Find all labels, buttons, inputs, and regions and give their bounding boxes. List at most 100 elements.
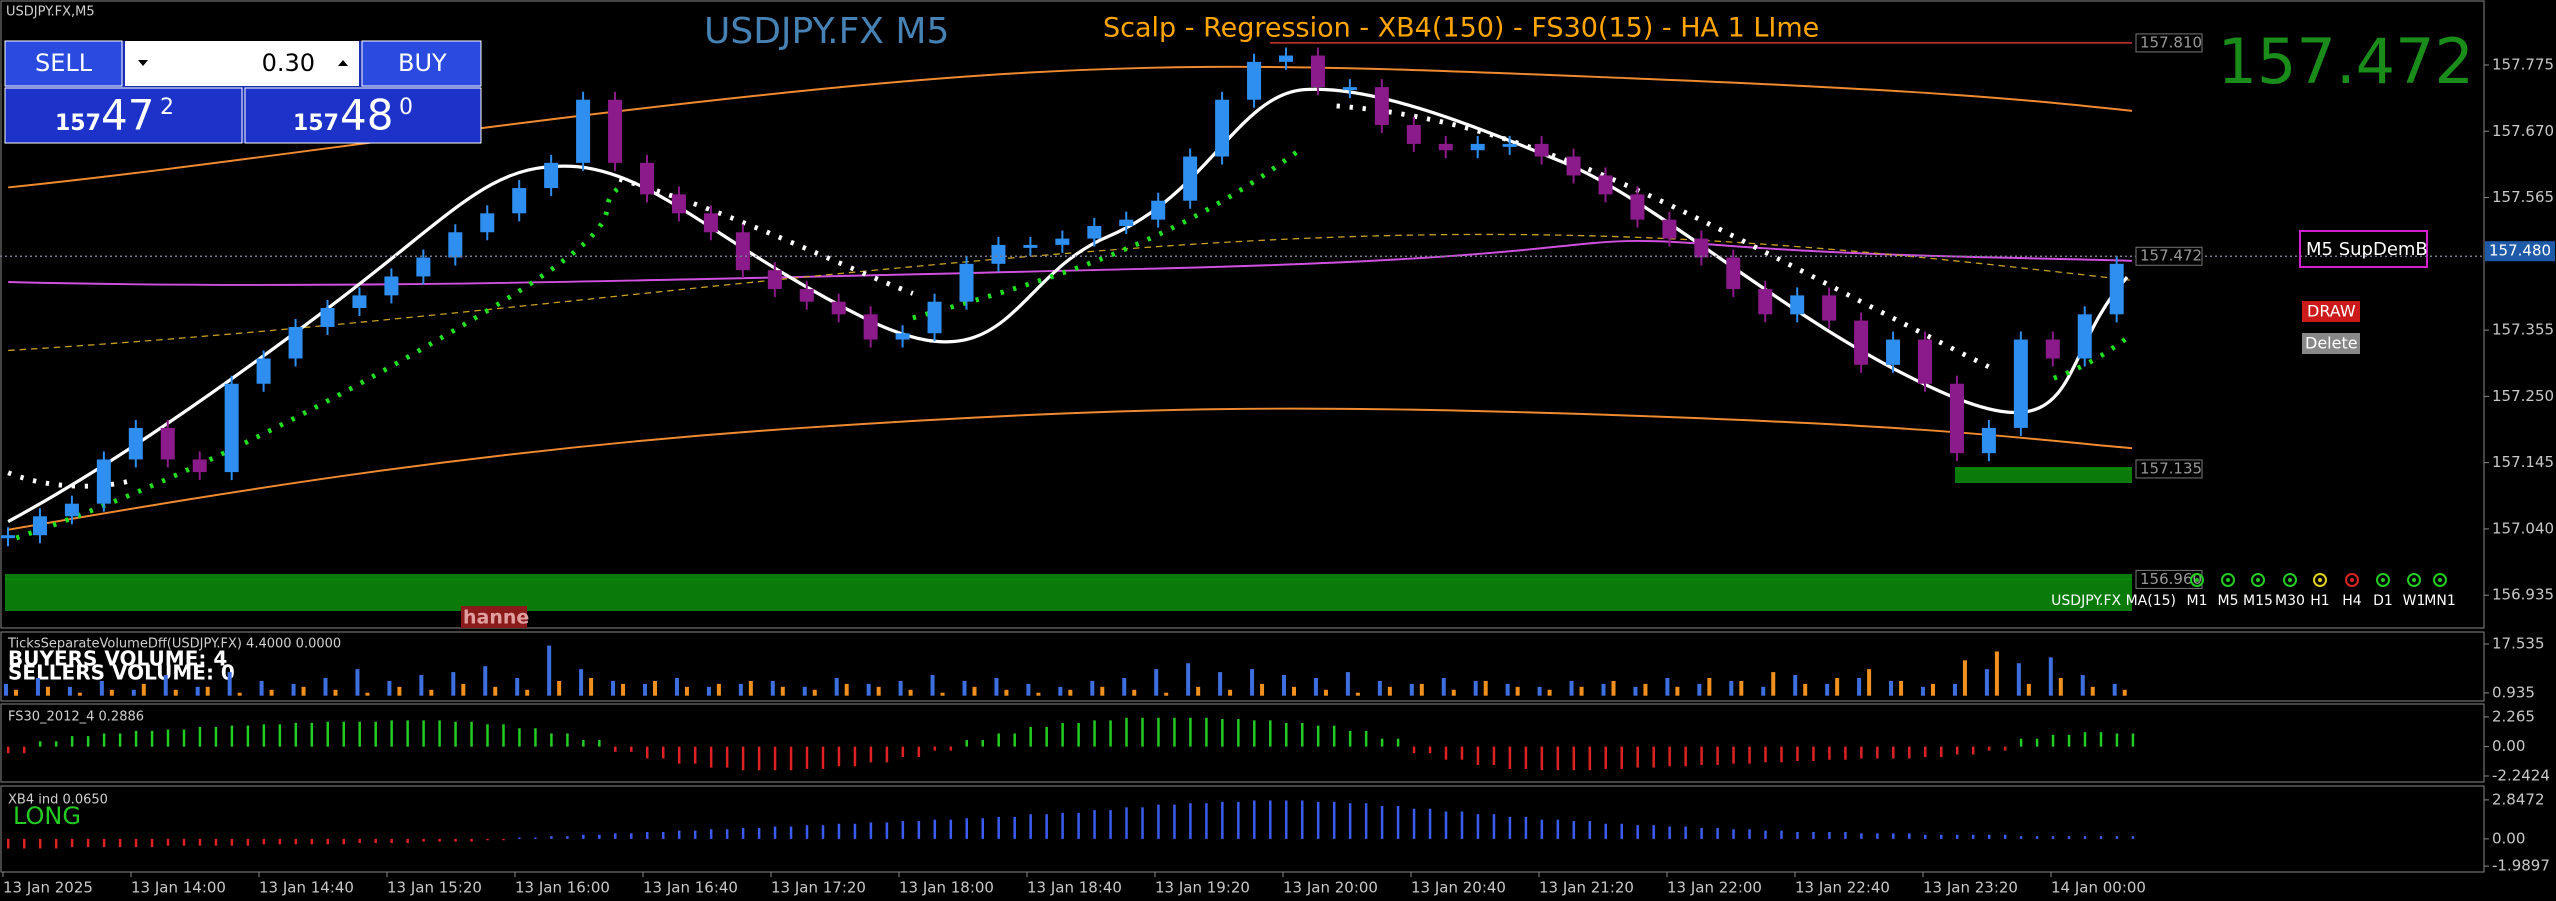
- supdem-box[interactable]: [2299, 230, 2428, 268]
- histogram-bar: [38, 838, 42, 849]
- volume-bar: [1633, 686, 1638, 696]
- timeframe-button[interactable]: [2433, 573, 2447, 587]
- histogram-bar: [2019, 836, 2023, 839]
- timeframe-label[interactable]: D1: [2373, 593, 2393, 609]
- candle-body: [96, 459, 111, 504]
- histogram-bar: [54, 838, 58, 849]
- candle-body: [1406, 124, 1421, 144]
- timeframe-button[interactable]: [2221, 573, 2235, 587]
- candle-body: [256, 358, 271, 384]
- volume-bar: [515, 678, 520, 696]
- volume-bar: [35, 678, 40, 696]
- volume-bar: [866, 683, 871, 696]
- candle-body: [863, 314, 878, 340]
- volume-bar: [844, 683, 849, 696]
- histogram-bar: [550, 733, 553, 747]
- main-panel: [0, 0, 2485, 629]
- volume-bar: [195, 686, 200, 696]
- histogram-bar: [646, 746, 649, 759]
- histogram-bar: [246, 725, 250, 747]
- buyers-volume: BUYERS VOLUME: 4: [8, 647, 227, 671]
- x-tick-label: 13 Jan 22:40: [1795, 879, 1890, 897]
- candle-body: [959, 263, 974, 302]
- histogram-bar: [1253, 720, 1256, 747]
- histogram-bar: [1428, 808, 1432, 839]
- timeframe-label[interactable]: MN1: [2424, 593, 2455, 609]
- candle-body: [1854, 320, 1869, 365]
- volume-bar: [1547, 689, 1552, 696]
- y-tick-label: 157.250: [2492, 387, 2554, 405]
- volume-bar: [173, 689, 178, 696]
- histogram-bar: [1636, 825, 1639, 839]
- timeframe-button[interactable]: [2345, 573, 2359, 587]
- histogram-bar: [709, 829, 713, 839]
- timeframe-label[interactable]: M15: [2243, 593, 2273, 609]
- volume-bar: [483, 666, 488, 696]
- volume-bar: [684, 686, 689, 696]
- x-tick-label: 13 Jan 16:40: [643, 879, 738, 897]
- histogram-bar: [1860, 833, 1863, 839]
- histogram-bar: [1157, 717, 1160, 747]
- histogram-bar: [70, 838, 74, 848]
- volume-bar: [355, 669, 360, 696]
- volume-bar: [674, 678, 679, 696]
- x-tick-label: 13 Jan 16:00: [515, 879, 610, 897]
- histogram-bar: [1093, 720, 1096, 747]
- histogram-bar: [1716, 827, 1719, 839]
- volume-bar: [4, 683, 8, 696]
- timeframe-button[interactable]: [2283, 573, 2297, 587]
- histogram-bar: [246, 838, 250, 846]
- timeframe-label[interactable]: H1: [2310, 593, 2329, 609]
- histogram-bar: [1940, 834, 1943, 839]
- histogram-bar: [1764, 746, 1767, 763]
- sell-button[interactable]: [4, 40, 123, 87]
- timeframe-button[interactable]: [2190, 573, 2204, 587]
- buy-price-box[interactable]: [244, 87, 482, 144]
- timeframe-label[interactable]: M30: [2275, 593, 2305, 609]
- timeframe-button[interactable]: [2407, 573, 2421, 587]
- candle-body: [1630, 194, 1645, 220]
- timeframe-button[interactable]: [2376, 573, 2390, 587]
- y-tick-label: 2.265: [2492, 707, 2535, 725]
- lot-field[interactable]: [125, 41, 359, 86]
- histogram-bar: [598, 740, 601, 747]
- y-tick-label: 2.8472: [2492, 790, 2545, 808]
- draw-button[interactable]: [2302, 301, 2360, 322]
- timeframe-button[interactable]: [2251, 573, 2265, 587]
- volume-bar: [1537, 686, 1542, 696]
- histogram-bar: [1700, 827, 1703, 839]
- x-tick-label: 13 Jan 20:40: [1411, 879, 1506, 897]
- delete-button[interactable]: [2302, 333, 2360, 354]
- timeframe-label[interactable]: M1: [2187, 593, 2208, 609]
- timeframe-button[interactable]: [2313, 573, 2327, 587]
- timeframe-label[interactable]: H4: [2342, 593, 2362, 609]
- histogram-bar: [1492, 814, 1496, 839]
- buy-button[interactable]: [361, 40, 482, 87]
- histogram-bar: [805, 746, 809, 769]
- volume-bar: [716, 683, 721, 696]
- histogram-bar: [1364, 730, 1368, 747]
- moving-average: [8, 239, 2133, 286]
- histogram-bar: [326, 721, 329, 747]
- candle-body: [927, 301, 942, 334]
- candle-body: [1151, 200, 1166, 220]
- timeframe-label[interactable]: M5: [2218, 593, 2239, 609]
- histogram-bar: [2099, 732, 2103, 747]
- histogram-bar: [1796, 832, 1799, 839]
- sell-label: SELL: [35, 49, 93, 77]
- volume-bar: [291, 683, 296, 696]
- volume-bar: [1739, 680, 1744, 696]
- timeframe-dot: [2350, 578, 2354, 582]
- lot-up[interactable]: [338, 60, 348, 66]
- timeframe-dot: [2195, 578, 2199, 582]
- timeframe-label[interactable]: W1: [2403, 593, 2426, 609]
- sell-price-box[interactable]: [4, 87, 243, 144]
- histogram-bar: [134, 730, 138, 747]
- histogram-bar: [917, 746, 921, 758]
- candle-body: [576, 99, 591, 163]
- histogram-bar: [1748, 829, 1751, 839]
- histogram-bar: [1077, 723, 1080, 747]
- y-tick-label: 157.355: [2492, 321, 2554, 339]
- histogram-bar: [486, 838, 489, 841]
- lot-down[interactable]: [138, 60, 148, 66]
